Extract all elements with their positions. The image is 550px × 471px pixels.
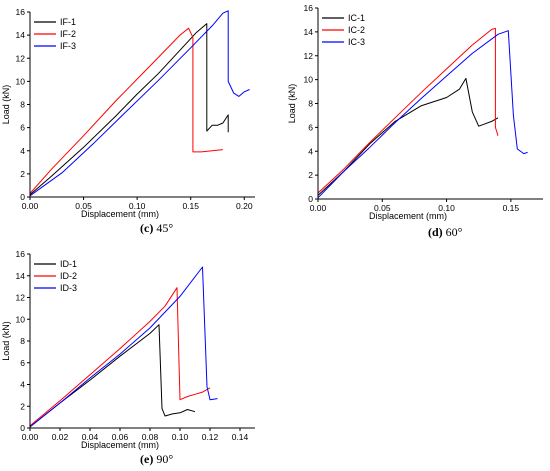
- legend-label-if-2: IF-2: [60, 29, 76, 39]
- y-tick-label: 10: [16, 314, 26, 324]
- x-axis-title: Displacement (mm): [369, 211, 447, 221]
- y-axis-title: Load (kN): [1, 85, 11, 125]
- x-tick-label: 0.02: [52, 432, 69, 442]
- x-axis-title: Displacement (mm): [81, 209, 159, 219]
- legend-label-id-1: ID-1: [60, 259, 77, 269]
- panel-letter: (d): [428, 225, 443, 239]
- y-tick-label: 8: [308, 99, 313, 109]
- series-line-ic-1: [317, 77, 499, 196]
- series-line-if-1: [29, 23, 229, 196]
- x-tick-label: 0.15: [182, 201, 199, 211]
- y-tick-label: 4: [308, 146, 313, 156]
- panel-caption: (d) 60°: [428, 225, 463, 239]
- y-tick-label: 6: [20, 358, 25, 368]
- x-tick-label: 0.05: [374, 203, 391, 213]
- legend-label-if-1: IF-1: [60, 17, 76, 27]
- series-line-ic-3: [317, 30, 528, 199]
- series-line-id-3: [29, 266, 218, 428]
- x-tick-label: 0.12: [202, 432, 219, 442]
- panel-d-load-displacement-60: 0.00 0.05 0.10 0.15 0 2 4 6 8 10 12 14 16 Displacemen…: [287, 3, 543, 239]
- panel-letter: (c): [140, 221, 153, 235]
- x-tick-label: 0.05: [75, 201, 92, 211]
- legend-label-ic-3: IC-3: [348, 37, 365, 47]
- x-tick-label: 0.08: [142, 432, 159, 442]
- x-tick-label: 0.00: [22, 432, 39, 442]
- y-tick-label: 6: [308, 122, 313, 132]
- panel-angle: 90°: [156, 452, 173, 466]
- y-tick-label: 2: [308, 170, 313, 180]
- legend-label-ic-1: IC-1: [348, 13, 365, 23]
- series-line-if-2: [29, 27, 223, 194]
- y-tick-label: 8: [20, 336, 25, 346]
- y-tick-label: 10: [304, 75, 314, 85]
- x-tick-label: 0.06: [112, 432, 129, 442]
- y-tick-label: 14: [16, 271, 26, 281]
- panel-angle: 60°: [446, 225, 463, 239]
- x-tick-label: 0.00: [22, 201, 39, 211]
- y-tick-label: 16: [16, 7, 26, 17]
- legend-label-id-2: ID-2: [60, 271, 77, 281]
- y-tick-label: 4: [20, 146, 25, 156]
- y-tick-label: 12: [16, 293, 26, 303]
- x-tick-label: 0.15: [503, 203, 520, 213]
- y-tick-label: 10: [16, 76, 26, 86]
- legend-label-if-3: IF-3: [60, 41, 76, 51]
- panel-caption: (e) 90°: [140, 452, 173, 466]
- y-tick-label: 14: [16, 30, 26, 40]
- panel-caption: (c) 45°: [140, 221, 173, 235]
- y-tick-label: 8: [20, 100, 25, 110]
- y-tick-label: 0: [308, 194, 313, 204]
- y-tick-label: 6: [20, 123, 25, 133]
- y-tick-label: 12: [304, 51, 314, 61]
- y-tick-label: 0: [20, 423, 25, 433]
- series-line-if-3: [29, 10, 250, 197]
- x-tick-label: 0.00: [310, 203, 327, 213]
- series-line-id-2: [29, 287, 211, 427]
- y-tick-label: 4: [20, 380, 25, 390]
- x-tick-label: 0.10: [438, 203, 455, 213]
- panel-c-load-displacement-45: 0.00 0.05 0.10 0.15 0.20 0 2 4 6 8 10 12 14 16 Displac…: [1, 7, 255, 235]
- legend-label-id-3: ID-3: [60, 283, 77, 293]
- x-tick-label: 0.10: [172, 432, 189, 442]
- series-line-id-1: [29, 324, 196, 428]
- x-tick-label: 0.20: [236, 201, 253, 211]
- y-tick-label: 14: [304, 27, 314, 37]
- y-tick-label: 16: [16, 249, 26, 259]
- panel-angle: 45°: [156, 221, 173, 235]
- y-axis-title: Load (kN): [1, 321, 11, 361]
- series-line-ic-2: [317, 27, 499, 194]
- y-tick-label: 12: [16, 53, 26, 63]
- y-tick-label: 16: [304, 3, 314, 13]
- y-tick-label: 0: [20, 192, 25, 202]
- x-tick-label: 0.04: [82, 432, 99, 442]
- x-axis-title: Displacement (mm): [81, 440, 159, 450]
- x-tick-label: 0.10: [129, 201, 146, 211]
- x-tick-label: 0.14: [232, 432, 249, 442]
- y-tick-label: 2: [20, 401, 25, 411]
- y-axis-title: Load (kN): [287, 84, 297, 124]
- y-tick-label: 2: [20, 169, 25, 179]
- legend-label-ic-2: IC-2: [348, 25, 365, 35]
- panel-letter: (e): [140, 452, 153, 466]
- panel-e-load-displacement-90: 0.00 0.02 0.04 0.06 0.08 0.10 0.12 0.14 0 2 4 6 8 10 1…: [1, 249, 255, 466]
